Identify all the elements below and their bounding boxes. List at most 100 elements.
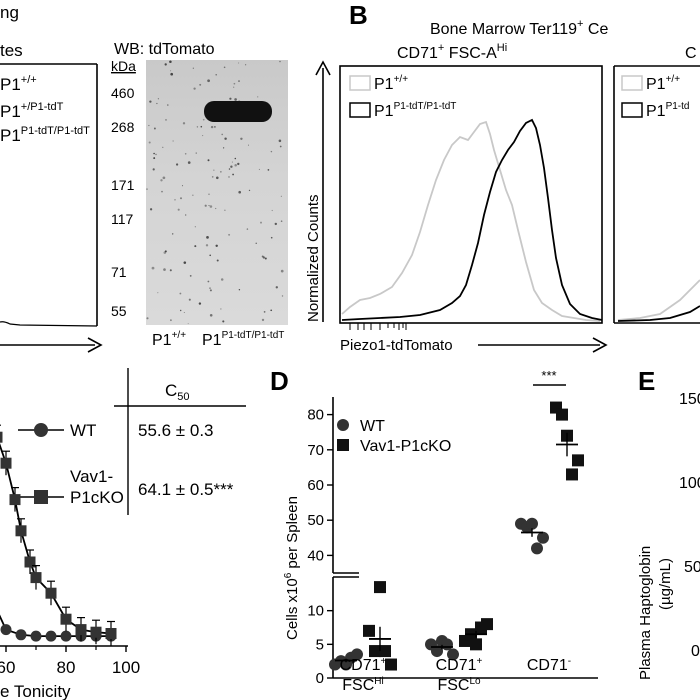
wb-speckle: [224, 209, 226, 211]
panel-d-y-ticks: 40 50 60 70 80 0 5 10: [307, 407, 333, 687]
panel-d-point-wt: [526, 517, 538, 530]
panel-a-title-line1: ng: [0, 3, 19, 22]
panel-c: C50 WT 55.6 ± 0.3 Vav1- P1cKO 64.1 ± 0.5…: [0, 368, 246, 700]
panel-d-point-ko: [363, 624, 375, 637]
panel-a-legend-2: P1+/P1-tdT: [0, 101, 64, 121]
panel-b2-histogram-p1tdt: [617, 305, 700, 322]
panel-c-point-ko: [0, 457, 12, 469]
panel-b-legend-swatch-p1tdt: [349, 102, 371, 118]
wb-speckle: [164, 250, 167, 253]
panel-b2-legend-p1tdt: P1P1-td: [646, 101, 689, 120]
wb-speckle: [278, 139, 282, 143]
wb-speckle: [222, 147, 225, 149]
panel-e-y-label-2: (µg/mL): [657, 558, 674, 610]
wb-speckle: [274, 222, 278, 226]
panel-b-legend-p1tdt: P1P1-tdT/P1-tdT: [374, 101, 456, 120]
panel-c-point-wt: [60, 630, 72, 642]
panel-b-x-label: Piezo1-tdTomato: [340, 337, 453, 354]
panel-b-letter: B: [349, 0, 368, 30]
panel-e-y-tick-0: 0: [691, 643, 700, 660]
wb-speckle: [194, 245, 197, 248]
wb-speckle: [255, 242, 257, 244]
wb-speckle: [165, 118, 167, 121]
wb-speckle: [192, 67, 194, 69]
panel-c-point-wt: [0, 624, 12, 636]
wb-title: WB: tdTomato: [114, 41, 215, 58]
wb-speckle: [183, 261, 187, 264]
panel-c-x-tick-label-80: 80: [57, 658, 76, 677]
wb-speckle: [195, 152, 197, 154]
wb-speckle: [270, 236, 273, 239]
panel-c-legend-marker-wt: [34, 423, 48, 437]
wb-membrane: [146, 60, 288, 325]
wb-speckle: [275, 286, 278, 289]
wb-band-tdtomato: [204, 101, 272, 122]
wb-speckle: [229, 97, 232, 100]
panel-d-letter: D: [270, 366, 289, 396]
panel-a-x-arrowhead: [87, 337, 103, 353]
wb-speckle: [263, 311, 266, 313]
panel-c-point-ko: [90, 626, 102, 638]
wb-speckle: [208, 193, 210, 195]
wb-speckle: [153, 152, 155, 155]
panel-c-c50-wt: 55.6 ± 0.3: [138, 421, 214, 440]
panel-e-y-tick-100: 100: [679, 475, 700, 492]
panel-b2-legend-swatch-wt: [621, 75, 643, 91]
wb-speckle: [220, 308, 222, 310]
wb-speckle: [281, 295, 284, 297]
wb-speckle: [200, 125, 203, 128]
wb-speckle: [216, 176, 219, 180]
panel-c-x-label: e Tonicity: [0, 682, 71, 700]
panel-e-y-label-1: Plasma Haptoglobin: [637, 546, 654, 680]
wb-speckle: [207, 79, 210, 83]
panel-c-point-ko: [24, 556, 36, 568]
wb-speckle: [270, 309, 273, 312]
wb-speckle: [196, 126, 199, 128]
panel-c-x-tick-label-100: 100: [112, 658, 140, 677]
wb-speckle: [279, 145, 282, 148]
wb-speckle: [279, 60, 281, 63]
wb-speckle: [260, 221, 262, 224]
western-blot: WB: tdTomato kDa 460 268 171 117 71 55 P…: [111, 41, 288, 349]
wb-speckle: [148, 124, 150, 127]
wb-speckle: [170, 70, 172, 72]
panel-b2-legend-wt: P1+/+: [646, 74, 680, 93]
wb-speckle: [238, 190, 242, 194]
panel-c-legend-ko-line2: P1cKO: [70, 488, 124, 507]
wb-speckle: [187, 323, 189, 325]
wb-speckle: [182, 122, 186, 125]
panel-c-table-header: C50: [165, 381, 190, 403]
wb-speckle: [169, 269, 172, 272]
panel-b-histogram-p1tdt: [341, 118, 603, 321]
wb-speckle: [206, 236, 209, 239]
wb-speckle: [171, 233, 174, 235]
wb-speckle: [238, 62, 240, 64]
wb-kda-unit: kDa: [111, 58, 136, 74]
wb-marker-171: 171: [111, 177, 135, 193]
wb-speckle: [174, 199, 176, 201]
wb-speckle: [179, 197, 183, 200]
panel-a-legend-1: P1+/+: [0, 74, 37, 94]
panel-d-y-tick-label: 80: [307, 407, 324, 424]
wb-speckle: [280, 220, 283, 222]
panel-d-point-ko: [556, 408, 568, 421]
panel-d-category-1-line2: FSCHi: [342, 676, 383, 694]
panel-b2-histogram-wt: [617, 279, 700, 321]
wb-speckle: [167, 104, 169, 106]
panel-e: E Plasma Haptoglobin (µg/mL) 150 100 50 …: [637, 366, 700, 680]
panel-c-point-ko: [105, 628, 117, 639]
wb-speckle: [209, 205, 213, 208]
panel-d: D Cells x106 per Spleen 40 50 60 70 80 0 5 10 W…: [270, 366, 598, 694]
panel-d-point-ko: [369, 645, 381, 658]
panel-d-significance-stars: ***: [541, 368, 556, 383]
panel-d-point-wt: [351, 648, 363, 661]
wb-speckle: [224, 137, 227, 140]
wb-speckle: [209, 287, 211, 290]
wb-speckle: [156, 102, 158, 105]
wb-speckles: [146, 60, 284, 325]
wb-speckle: [202, 135, 204, 137]
wb-speckle: [244, 64, 247, 66]
panel-d-point-ko: [379, 645, 391, 658]
wb-speckle: [231, 161, 233, 163]
